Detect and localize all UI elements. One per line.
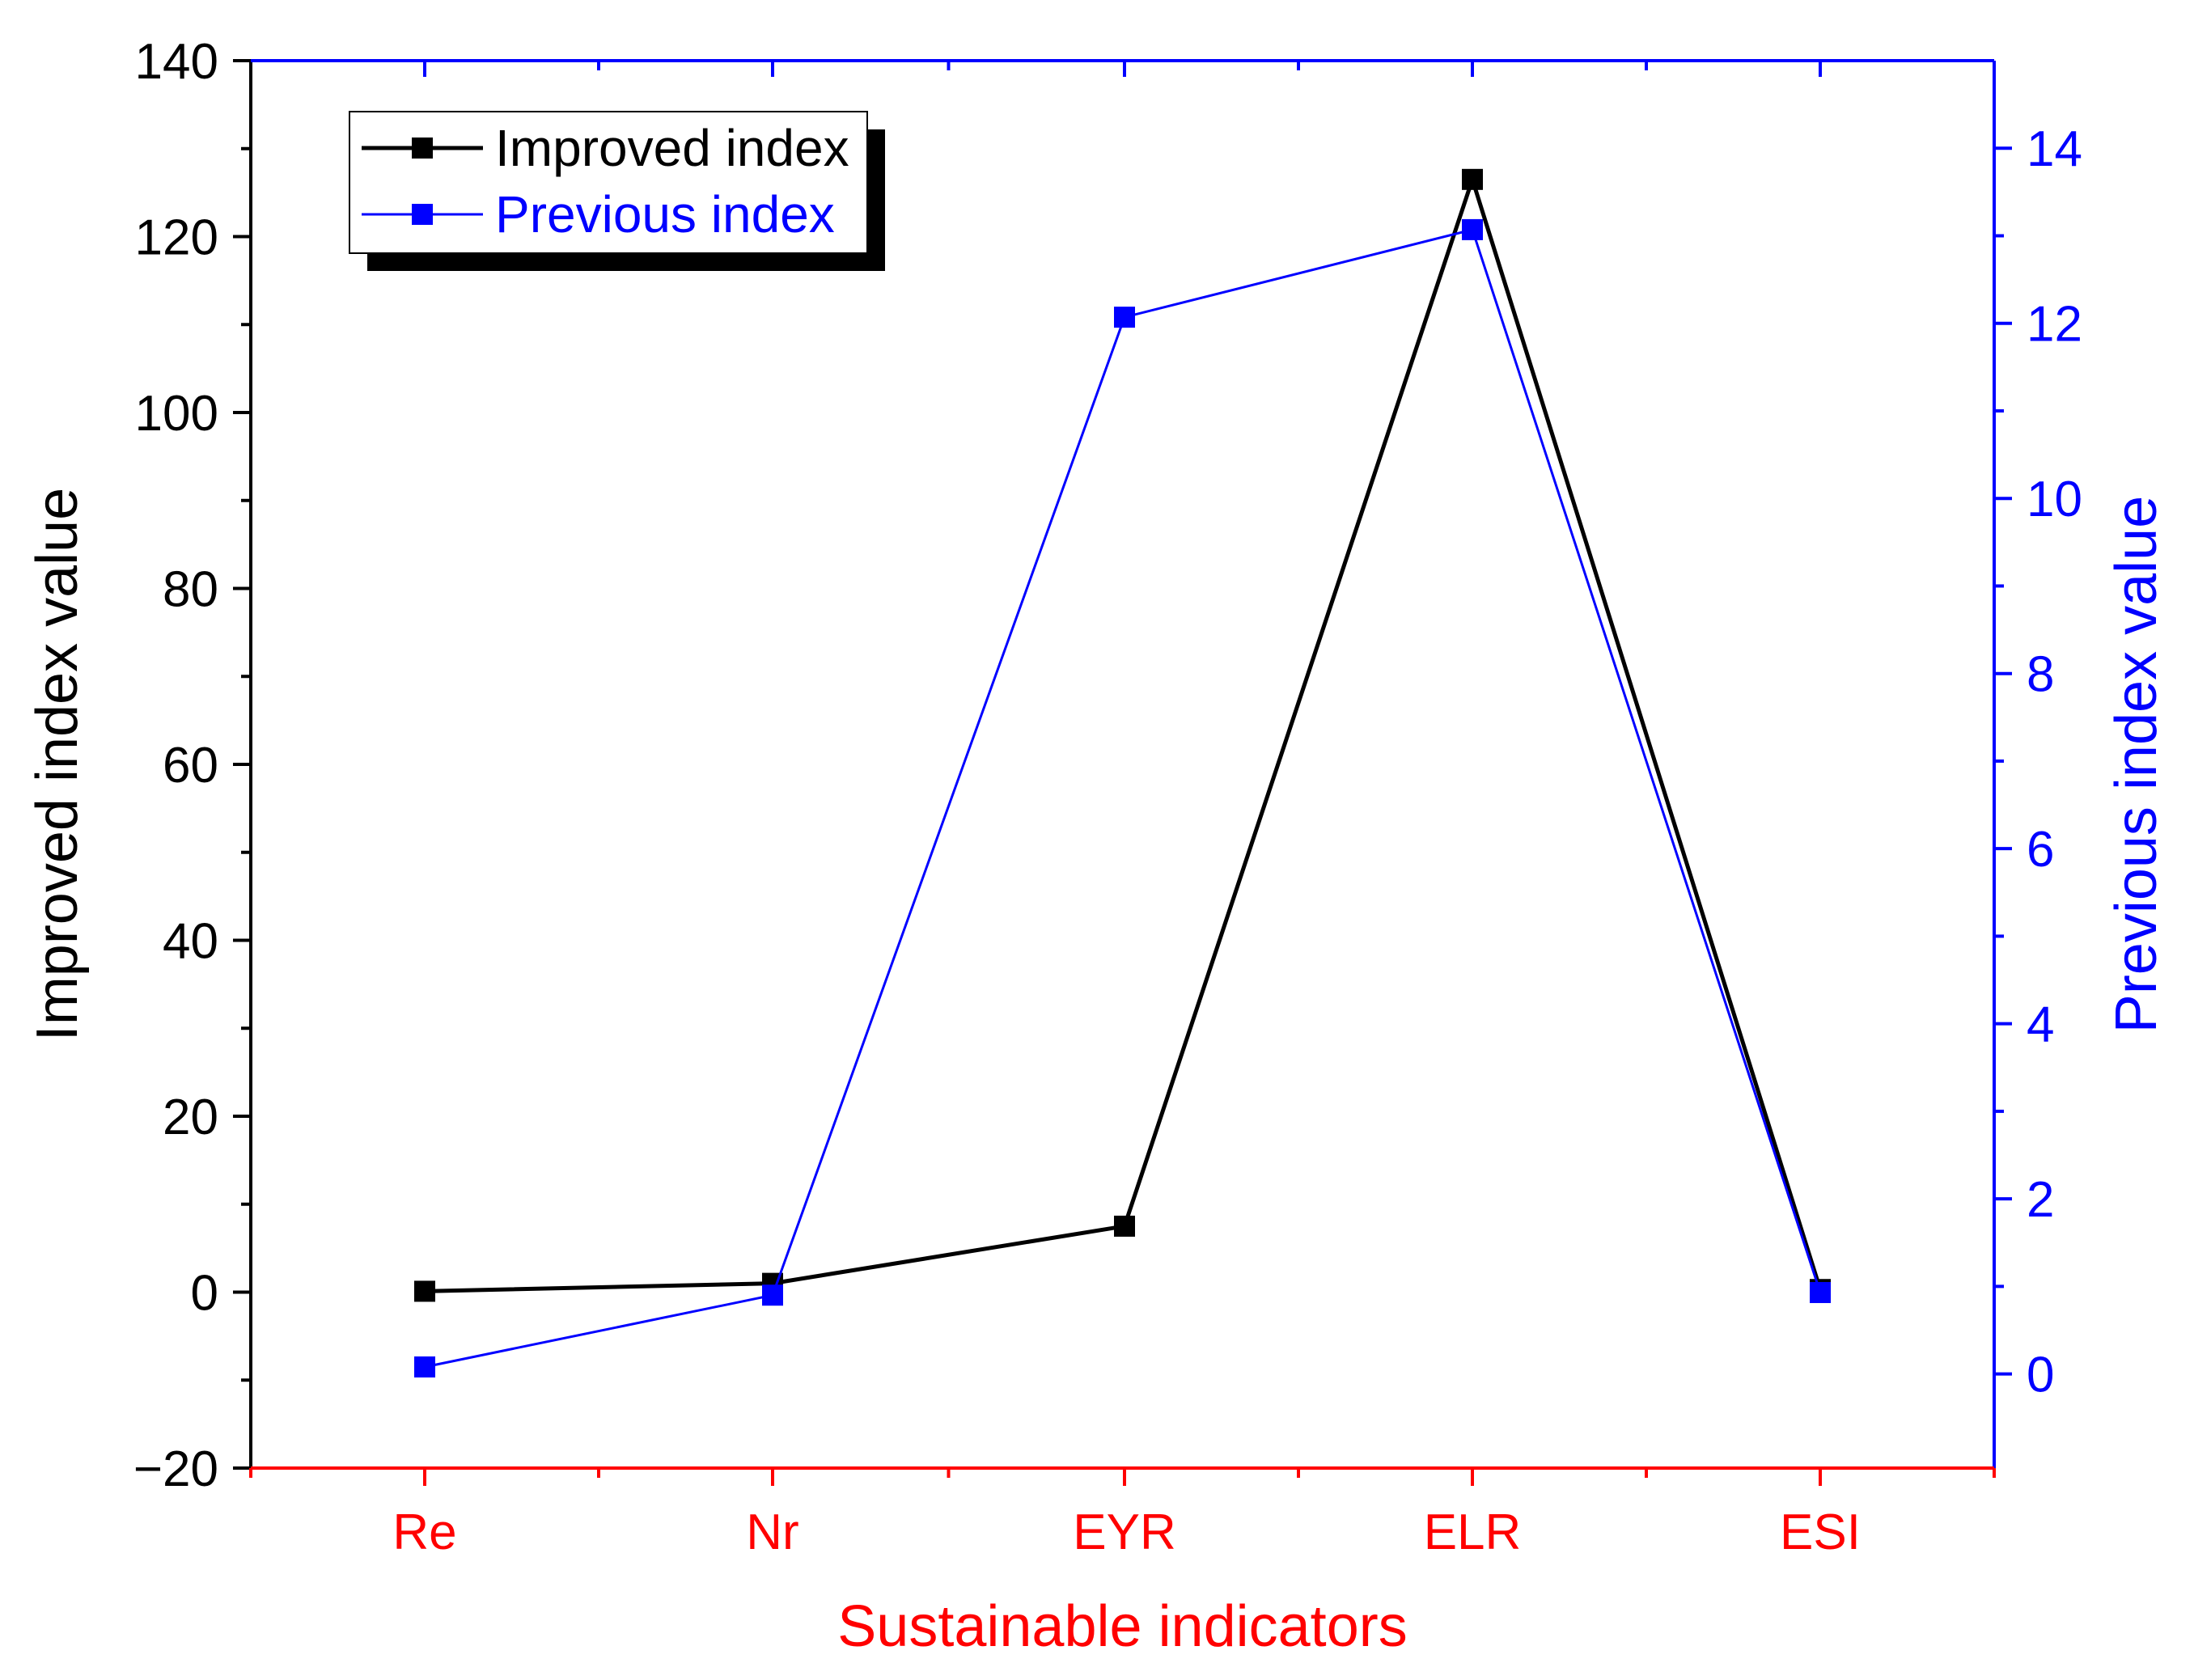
x-tick-label: Re (392, 1504, 456, 1560)
left-tick-label: 120 (135, 210, 218, 266)
data-point-improved (414, 1280, 435, 1302)
x-axis-title: Sustainable indicators (837, 1594, 1407, 1659)
legend-box (349, 111, 868, 254)
left-tick-label: 100 (135, 386, 218, 442)
x-tick-label: EYR (1073, 1504, 1175, 1560)
right-tick-label: 12 (2027, 297, 2082, 353)
left-tick-label: 60 (163, 738, 218, 793)
left-tick-label: 140 (135, 34, 218, 90)
left-y-axis-title: Improved index value (25, 488, 90, 1041)
left-tick-label: 20 (163, 1090, 218, 1145)
left-tick-label: −20 (133, 1441, 218, 1497)
x-tick-label: ESI (1780, 1504, 1861, 1560)
data-point-previous (1462, 218, 1483, 240)
data-point-improved (1462, 168, 1483, 190)
right-tick-label: 0 (2027, 1348, 2054, 1403)
x-tick-label: ELR (1424, 1504, 1522, 1560)
right-tick-label: 10 (2027, 472, 2082, 527)
right-tick-label: 2 (2027, 1172, 2054, 1228)
data-point-previous (1810, 1281, 1831, 1303)
right-tick-label: 6 (2027, 822, 2054, 878)
legend-marker-previous (412, 204, 433, 225)
series-line-previous (424, 228, 1822, 1369)
left-tick-label: 80 (163, 562, 218, 618)
legend-label-improved: Improved index (495, 119, 849, 177)
left-tick-label: 0 (191, 1266, 218, 1322)
left-tick-label: 40 (163, 914, 218, 970)
legend-label-previous: Previous index (495, 185, 835, 243)
right-tick-label: 14 (2027, 121, 2082, 177)
right-y-axis-title: Previous index value (2104, 496, 2169, 1033)
legend-marker-improved (412, 138, 433, 159)
data-point-previous (1114, 307, 1135, 328)
data-point-previous (414, 1356, 435, 1377)
right-tick-label: 8 (2027, 647, 2054, 703)
x-tick-label: Nr (746, 1504, 798, 1560)
series-line-improved (424, 172, 1823, 1293)
right-tick-label: 4 (2027, 997, 2054, 1053)
data-point-improved (1114, 1215, 1135, 1237)
data-point-previous (762, 1284, 783, 1306)
